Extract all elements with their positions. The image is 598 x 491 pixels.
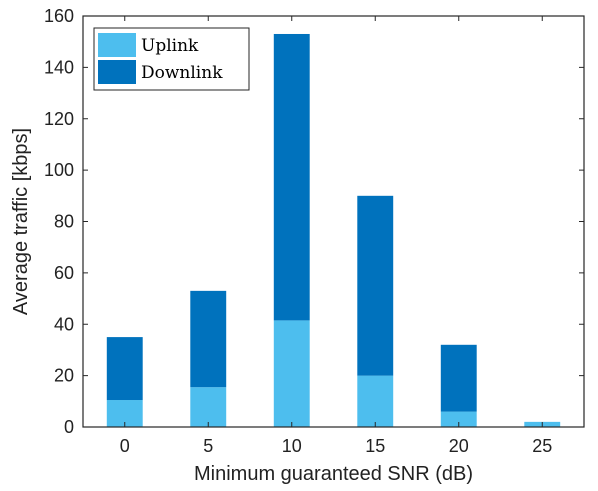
bar-uplink-5 (190, 387, 227, 427)
y-tick-label: 140 (44, 57, 74, 77)
x-tick-label: 0 (120, 436, 130, 456)
bar-uplink-20 (440, 411, 477, 427)
y-tick-label: 120 (44, 109, 74, 129)
x-tick-label: 25 (532, 436, 552, 456)
y-tick-label: 0 (64, 417, 74, 437)
legend-swatch-downlink (98, 60, 136, 84)
bar-downlink-10 (273, 33, 310, 321)
x-tick-label: 15 (365, 436, 385, 456)
bar-downlink-20 (440, 344, 477, 412)
x-tick-label: 5 (203, 436, 213, 456)
bar-layer (106, 33, 561, 427)
y-tick-label: 60 (54, 263, 74, 283)
legend: Uplink Downlink (93, 27, 250, 91)
x-tick-label: 20 (449, 436, 469, 456)
x-axis: 0 5 10 15 20 25 (120, 16, 552, 456)
y-axis: 0 20 40 60 80 100 120 140 160 (44, 6, 584, 437)
y-tick-label: 100 (44, 160, 74, 180)
legend-label-uplink: Uplink (141, 36, 199, 56)
x-axis-label: Minimum guaranteed SNR (dB) (194, 463, 473, 485)
legend-label-downlink: Downlink (141, 63, 223, 83)
x-tick-label: 10 (282, 436, 302, 456)
bar-downlink-0 (106, 337, 143, 401)
bar-downlink-15 (357, 195, 394, 376)
bar-downlink-5 (190, 290, 227, 388)
y-axis-label: Average traffic [kbps] (10, 128, 32, 315)
y-tick-label: 80 (54, 212, 74, 232)
bar-uplink-10 (273, 320, 310, 427)
legend-swatch-uplink (98, 33, 136, 57)
bar-uplink-15 (357, 375, 394, 427)
y-tick-label: 160 (44, 6, 74, 26)
y-tick-label: 20 (54, 366, 74, 386)
y-tick-label: 40 (54, 314, 74, 334)
